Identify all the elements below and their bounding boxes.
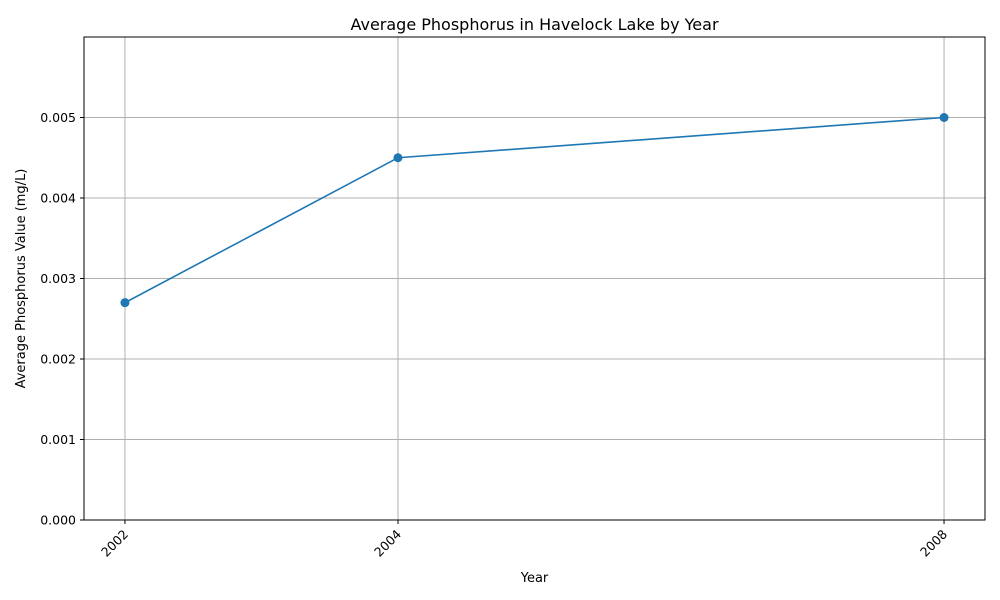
x-tick-label: 2008 [917,526,950,559]
chart-title: Average Phosphorus in Havelock Lake by Y… [350,15,718,34]
y-tick-label: 0.005 [40,110,76,125]
series-layer [120,113,949,308]
x-axis-ticks: 2002 2004 2008 [98,520,950,560]
data-point [939,113,949,122]
y-axis-ticks: 0.000 0.001 0.002 0.003 0.004 0.005 [40,110,84,528]
y-tick-label: 0.001 [40,432,76,447]
x-tick-label: 2004 [371,526,404,559]
y-tick-label: 0.000 [40,513,76,528]
y-axis-label: Average Phosphorus Value (mg/L) [14,169,29,389]
x-axis-label: Year [520,571,549,586]
data-point [393,153,403,163]
y-tick-label: 0.003 [40,271,76,286]
x-tick-label: 2002 [98,527,131,560]
data-point [120,298,130,308]
grid [84,37,985,521]
y-tick-label: 0.004 [40,191,76,206]
y-tick-label: 0.002 [40,352,76,367]
series-line [124,116,945,304]
